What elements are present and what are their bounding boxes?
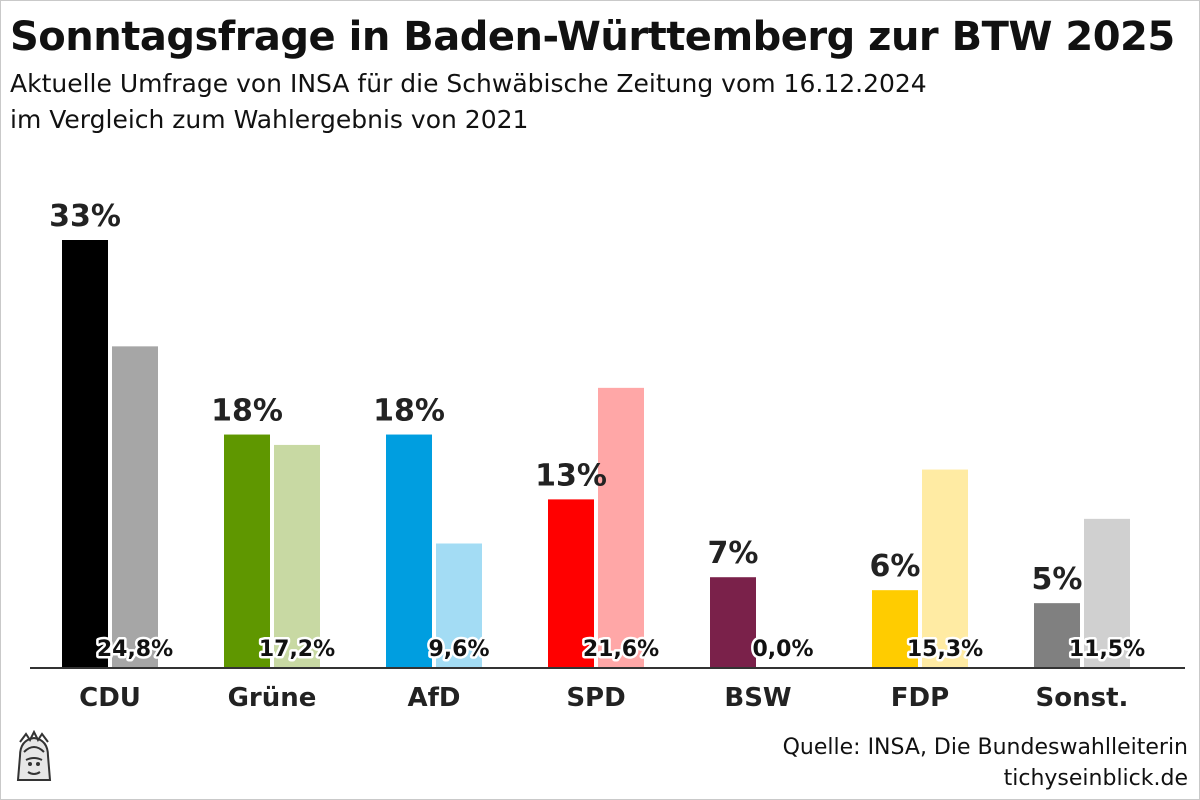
category-label: FDP	[891, 683, 949, 713]
bar-poll-2024	[548, 499, 594, 668]
result-2021-value-label: 24,8%	[97, 637, 173, 662]
result-2021-value-label: 0,0%	[752, 637, 813, 662]
subtitle-line-1: Aktuelle Umfrage von INSA für die Schwäb…	[10, 69, 927, 98]
poll-value-label: 7%	[708, 536, 759, 571]
bar-result-2021	[274, 444, 320, 668]
category-label: BSW	[724, 683, 791, 713]
chart-title: Sonntagsfrage in Baden-Württemberg zur B…	[10, 14, 1175, 60]
poll-value-label: 6%	[870, 549, 921, 584]
result-2021-value-label: 21,6%	[583, 637, 659, 662]
bar-result-2021	[1084, 518, 1130, 668]
result-2021-value-label: 15,3%	[907, 637, 983, 662]
poll-value-label: 33%	[49, 199, 121, 234]
result-2021-value-label: 11,5%	[1069, 637, 1145, 662]
publisher-logo-icon	[10, 729, 58, 790]
bar-poll-2024	[224, 434, 270, 668]
subtitle-line-2: im Vergleich zum Wahlergebnis von 2021	[10, 105, 529, 134]
bar-poll-2024	[710, 577, 756, 668]
bar-poll-2024	[1034, 603, 1080, 668]
poll-value-label: 18%	[373, 394, 445, 429]
site-text: tichyseinblick.de	[1003, 766, 1188, 791]
category-label: Sonst.	[1036, 683, 1129, 713]
category-label: SPD	[566, 683, 625, 713]
source-text: Quelle: INSA, Die Bundeswahlleiterin	[782, 735, 1188, 760]
bar-poll-2024	[62, 240, 108, 668]
bar-result-2021	[598, 387, 644, 668]
category-label: Grüne	[228, 683, 317, 713]
poll-value-label: 5%	[1032, 562, 1083, 597]
bar-result-2021	[922, 469, 968, 668]
bar-result-2021	[112, 346, 158, 668]
bar-result-2021	[436, 543, 482, 668]
result-2021-value-label: 9,6%	[428, 637, 489, 662]
poll-value-label: 18%	[211, 394, 283, 429]
chart-subtitle: Aktuelle Umfrage von INSA für die Schwäb…	[10, 66, 927, 138]
category-label: CDU	[79, 683, 141, 713]
result-2021-value-label: 17,2%	[259, 637, 335, 662]
bar-poll-2024	[386, 434, 432, 668]
bar-poll-2024	[872, 590, 918, 668]
poll-value-label: 13%	[535, 458, 607, 493]
category-label: AfD	[407, 683, 460, 713]
source-note: Quelle: INSA, Die Bundeswahlleiterin tic…	[783, 732, 1188, 794]
